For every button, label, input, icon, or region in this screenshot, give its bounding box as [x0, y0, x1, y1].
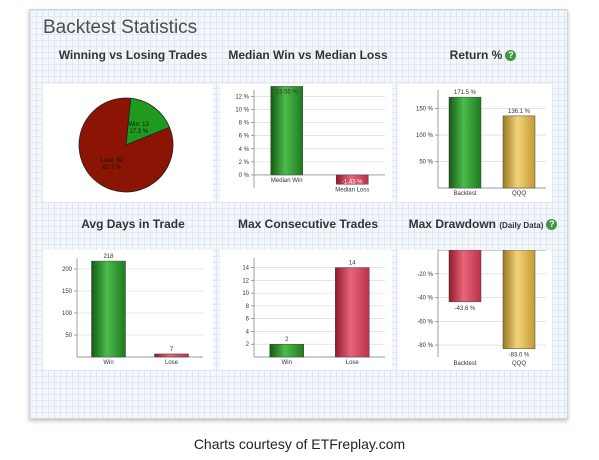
- y-tick-label: -40 %: [417, 296, 433, 302]
- bar-median-win: [270, 86, 303, 176]
- pie-slice: [125, 97, 171, 146]
- data-label: -1.43 %: [342, 179, 363, 185]
- y-tick-label: 150 %: [416, 107, 434, 113]
- y-tick-label: 2: [246, 342, 250, 348]
- y-tick-label: -20 %: [417, 272, 433, 278]
- chart-title-days: Avg Days in Trade: [48, 217, 218, 232]
- chart-title-return: Return %?: [398, 48, 568, 63]
- y-tick-label: 10: [242, 291, 249, 297]
- data-label: 14: [349, 261, 356, 267]
- bar-backtest: [448, 250, 482, 303]
- data-label: 136.1 %: [508, 109, 531, 115]
- plot-median: 0 % 2 % 4 % 6 % 8 % 10 % 12 % 13.55 % Median Win…: [220, 84, 392, 202]
- y-tick-label: 50: [65, 333, 72, 339]
- y-tick-label: 6: [246, 317, 250, 323]
- y-tick-label: 10 %: [235, 108, 249, 114]
- x-tick-label: Median Win: [271, 178, 303, 184]
- chart-days: 50 100 150 200 218 Win 7 Lose: [62, 254, 203, 366]
- chart-title-text: Winning vs Losing Trades: [58, 48, 208, 62]
- x-tick-label: Backtest: [453, 361, 476, 367]
- data-label: -83.0 %: [509, 353, 530, 359]
- help-icon[interactable]: ?: [505, 50, 517, 62]
- chart-median: 0 % 2 % 4 % 6 % 8 % 10 % 12 % 13.55 % Median Win…: [235, 86, 385, 193]
- bar-qqq: [502, 115, 536, 189]
- y-tick-label: 150: [62, 289, 73, 295]
- x-tick-label: QQQ: [512, 191, 526, 197]
- chart-title-suffix: (Daily Data): [499, 221, 544, 230]
- bar-backtest: [448, 96, 482, 189]
- plot-days: 50 100 150 200 218 Win 7 Lose: [43, 250, 213, 370]
- caption: Charts courtesy of ETFreplay.com: [193, 436, 406, 452]
- data-label: -43.6 %: [455, 306, 476, 312]
- y-tick-label: 100 %: [416, 133, 434, 139]
- pie-pct-label: 17.3 %: [129, 129, 148, 135]
- y-tick-label: 50 %: [419, 160, 433, 166]
- pie-label: Win: 13: [129, 122, 150, 128]
- x-tick-label: Win: [282, 360, 292, 366]
- x-tick-label: QQQ: [512, 361, 526, 367]
- backtest-statistics-panel: Backtest Statistics Winning vs Losing Tr…: [29, 9, 568, 419]
- chart-title-win-lose: Winning vs Losing Trades: [48, 48, 218, 63]
- panel-title: Backtest Statistics: [43, 17, 198, 38]
- pie-pct-label: 82.7 %: [103, 165, 122, 171]
- y-tick-label: -80 %: [417, 343, 433, 349]
- bar-lose: [154, 353, 189, 358]
- chart-title-text: Max Consecutive Trades: [237, 217, 379, 231]
- data-label: 2: [285, 337, 289, 343]
- x-tick-label: Backtest: [453, 191, 476, 197]
- chart-title-consec: Max Consecutive Trades: [223, 217, 393, 232]
- x-tick-label: Lose: [165, 360, 179, 366]
- y-tick-label: 4: [246, 329, 250, 335]
- plot-consec: 2 4 6 8 10 12 14 2 Win 14 Lose: [220, 250, 392, 370]
- plot-return: 50 % 100 % 150 % 171.5 % Backtest 136.1 % QQQ: [398, 84, 552, 202]
- y-tick-label: 14: [242, 266, 249, 272]
- y-tick-label: 8 %: [239, 121, 250, 127]
- chart-consec: 2 4 6 8 10 12 14 2 Win 14 Lose: [242, 258, 385, 366]
- data-label: 171.5 %: [454, 90, 477, 96]
- bar-median-loss: [336, 174, 369, 185]
- y-tick-label: 12: [242, 278, 249, 284]
- y-tick-label: 8: [246, 304, 250, 310]
- data-label: 13.55 %: [276, 89, 299, 95]
- y-tick-label: -60 %: [417, 319, 433, 325]
- x-tick-label: Median Loss: [335, 187, 369, 193]
- chart-return: 50 % 100 % 150 % 171.5 % Backtest 136.1 % QQQ: [416, 90, 546, 197]
- data-label: 218: [103, 254, 114, 260]
- chart-title-drawdown: Max Drawdown (Daily Data)?: [398, 217, 568, 233]
- y-tick-label: 0 %: [239, 173, 250, 179]
- y-tick-label: 12 %: [235, 95, 249, 101]
- x-tick-label: Lose: [346, 360, 360, 366]
- chart-title-text: Avg Days in Trade: [81, 217, 185, 231]
- y-tick-label: 200: [62, 267, 73, 273]
- pie-slice: [78, 97, 174, 193]
- plot-win-lose: Win: 13 17.3 % Lose: 62 82.7 %: [43, 84, 213, 202]
- y-tick-label: 4 %: [239, 147, 250, 153]
- bar-win: [91, 260, 126, 358]
- chart-title-text: Max Drawdown: [408, 217, 496, 231]
- x-tick-label: Win: [103, 360, 113, 366]
- pie-label: Lose: 62: [100, 158, 124, 164]
- plot-drawdown: -20 % -40 % -60 % -80 % -43.6 % Backtest -83.0…: [398, 250, 552, 370]
- chart-title-text: Return %: [449, 48, 503, 62]
- bar-qqq: [502, 250, 536, 349]
- bar-win: [269, 343, 304, 358]
- chart-title-text: Median Win vs Median Loss: [228, 48, 388, 62]
- data-label: 7: [170, 347, 174, 353]
- y-tick-label: 6 %: [239, 134, 250, 140]
- chart-drawdown: -20 % -40 % -60 % -80 % -43.6 % Backtest -83.0…: [417, 250, 546, 367]
- chart-title-median: Median Win vs Median Loss: [223, 48, 393, 63]
- help-icon[interactable]: ?: [546, 219, 558, 231]
- y-tick-label: 100: [62, 311, 73, 317]
- y-tick-label: 2 %: [239, 160, 250, 166]
- bar-lose: [335, 267, 370, 358]
